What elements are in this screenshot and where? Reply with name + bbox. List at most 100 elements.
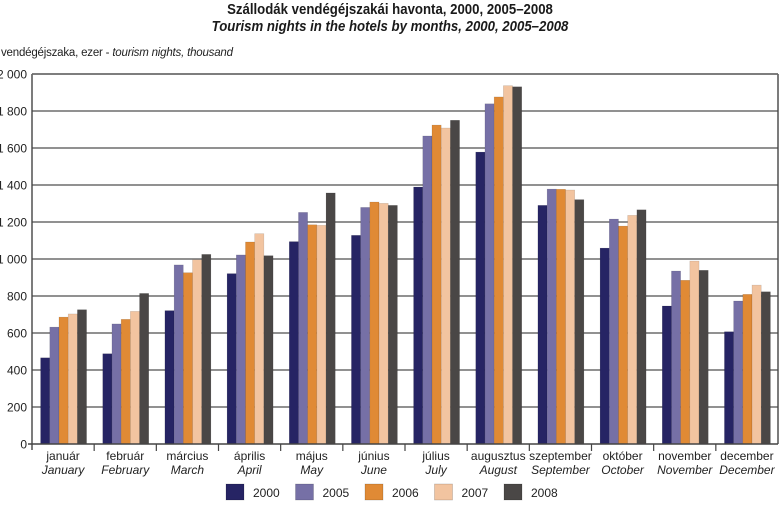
bars bbox=[40, 85, 771, 445]
legend-swatch-2000 bbox=[225, 483, 245, 501]
bar-2006-september bbox=[556, 189, 566, 445]
x-label-hu: december bbox=[720, 449, 773, 463]
bar-2008-august bbox=[512, 86, 522, 445]
bar-2007-march bbox=[192, 259, 202, 445]
bar-2000-september bbox=[537, 205, 548, 445]
x-label-hu: október bbox=[603, 449, 643, 463]
bar-2006-april bbox=[245, 241, 255, 445]
legend: 2000 2005 2006 2007 2008 bbox=[225, 483, 558, 501]
bar-2007-august bbox=[503, 85, 513, 445]
x-label-hu: július bbox=[421, 449, 449, 463]
legend-swatch-2005 bbox=[295, 483, 314, 501]
x-label-hu: március bbox=[166, 449, 208, 463]
bar-2000-may bbox=[289, 241, 299, 445]
bar-2008-june bbox=[387, 205, 398, 445]
bar-2005-october bbox=[609, 218, 619, 445]
bar-2000-june bbox=[351, 235, 361, 445]
x-label-en: October bbox=[601, 463, 645, 477]
chart-subtitle: Tourism nights in the hotels by months, … bbox=[211, 18, 569, 35]
bar-2005-may bbox=[298, 212, 308, 445]
y-tick-label: 2 000 bbox=[0, 68, 27, 82]
bar-2000-october bbox=[599, 247, 610, 445]
y-tick-label: 1 200 bbox=[0, 216, 27, 230]
bar-2006-july bbox=[431, 124, 442, 445]
x-label-en: August bbox=[479, 463, 518, 477]
bar-2007-february bbox=[130, 311, 140, 445]
y-axis-label-en: tourism nights, thousand bbox=[112, 47, 233, 59]
y-axis-label-hu: vendégéjszaka, ezer - bbox=[1, 47, 113, 59]
chart-title: Szállodák vendégéjszakái havonta, 2000, … bbox=[227, 1, 553, 18]
x-label-en: April bbox=[237, 463, 262, 477]
y-tick-label: 200 bbox=[7, 401, 27, 415]
bar-2008-january bbox=[77, 309, 87, 445]
bar-2008-march bbox=[201, 254, 212, 445]
bar-2006-december bbox=[742, 294, 753, 445]
bar-2007-september bbox=[565, 189, 575, 445]
bar-2005-august bbox=[484, 103, 495, 445]
x-label-en: July bbox=[424, 463, 447, 477]
y-tick-label: 0 bbox=[20, 438, 27, 452]
bar-2007-june bbox=[378, 203, 389, 445]
x-label-hu: június bbox=[357, 449, 389, 463]
bar-2006-march bbox=[183, 272, 193, 445]
x-label-hu: április bbox=[234, 449, 265, 463]
y-tick-label: 1 600 bbox=[0, 142, 27, 156]
bar-2005-february bbox=[111, 323, 122, 445]
bar-2007-january bbox=[67, 313, 78, 445]
bar-2008-april bbox=[263, 255, 274, 445]
x-label-en: March bbox=[171, 463, 205, 477]
y-tick-label: 1 400 bbox=[0, 179, 27, 193]
bar-2007-may bbox=[316, 225, 327, 445]
bar-2006-june bbox=[369, 201, 380, 445]
legend-label-2008: 2008 bbox=[531, 486, 558, 500]
bar-2006-may bbox=[307, 224, 318, 445]
bar-2007-december bbox=[751, 284, 762, 445]
bar-2005-september bbox=[546, 188, 557, 445]
x-label-en: September bbox=[531, 463, 591, 477]
bar-2006-november bbox=[680, 280, 691, 445]
y-tick-label: 800 bbox=[7, 290, 27, 304]
bar-2007-july bbox=[440, 127, 451, 445]
legend-swatch-2008 bbox=[503, 483, 523, 501]
y-axis-label: vendégéjszaka, ezer - tourism nights, th… bbox=[1, 47, 233, 59]
x-label-en: November bbox=[657, 463, 713, 477]
bar-2000-july bbox=[413, 186, 424, 445]
x-label-hu: február bbox=[106, 449, 144, 463]
y-tick-label: 400 bbox=[7, 364, 27, 378]
bar-2005-january bbox=[49, 326, 60, 445]
bar-2008-november bbox=[698, 270, 709, 445]
bar-2005-november bbox=[671, 270, 681, 445]
y-tick-labels: 0 200 400 600 800 1 000 1 200 1 400 1 600 1 800 2 … bbox=[0, 68, 27, 452]
bar-2005-july bbox=[422, 135, 433, 445]
bar-2006-february bbox=[120, 319, 131, 445]
bar-2008-december bbox=[760, 291, 771, 445]
bar-2008-october bbox=[636, 209, 647, 445]
bar-2008-july bbox=[450, 120, 460, 445]
bar-2000-march bbox=[164, 310, 175, 445]
x-label-hu: november bbox=[658, 449, 711, 463]
bar-2007-october bbox=[627, 215, 638, 445]
legend-swatch-2007 bbox=[434, 483, 453, 501]
bar-2000-december bbox=[724, 331, 734, 445]
legend-swatch-2006 bbox=[364, 483, 384, 501]
y-tick-label: 600 bbox=[7, 327, 27, 341]
bar-2005-december bbox=[733, 300, 744, 445]
bar-2007-april bbox=[254, 233, 265, 445]
legend-label-2007: 2007 bbox=[462, 486, 489, 500]
bar-2008-may bbox=[325, 192, 336, 445]
bar-2005-april bbox=[236, 254, 246, 445]
x-label-hu: január bbox=[45, 449, 79, 463]
x-label-en: June bbox=[360, 463, 387, 477]
x-label-en: January bbox=[41, 463, 86, 477]
bar-2000-january bbox=[40, 357, 51, 445]
y-tick-label: 1 000 bbox=[0, 253, 27, 267]
legend-label-2005: 2005 bbox=[323, 486, 350, 500]
x-label-hu: szeptember bbox=[529, 449, 592, 463]
bar-2000-november bbox=[662, 305, 672, 445]
x-label-en: December bbox=[719, 463, 775, 477]
bar-2005-march bbox=[173, 264, 184, 445]
bar-2000-august bbox=[475, 151, 486, 445]
bar-2007-november bbox=[689, 260, 700, 445]
bar-2006-january bbox=[58, 316, 69, 445]
